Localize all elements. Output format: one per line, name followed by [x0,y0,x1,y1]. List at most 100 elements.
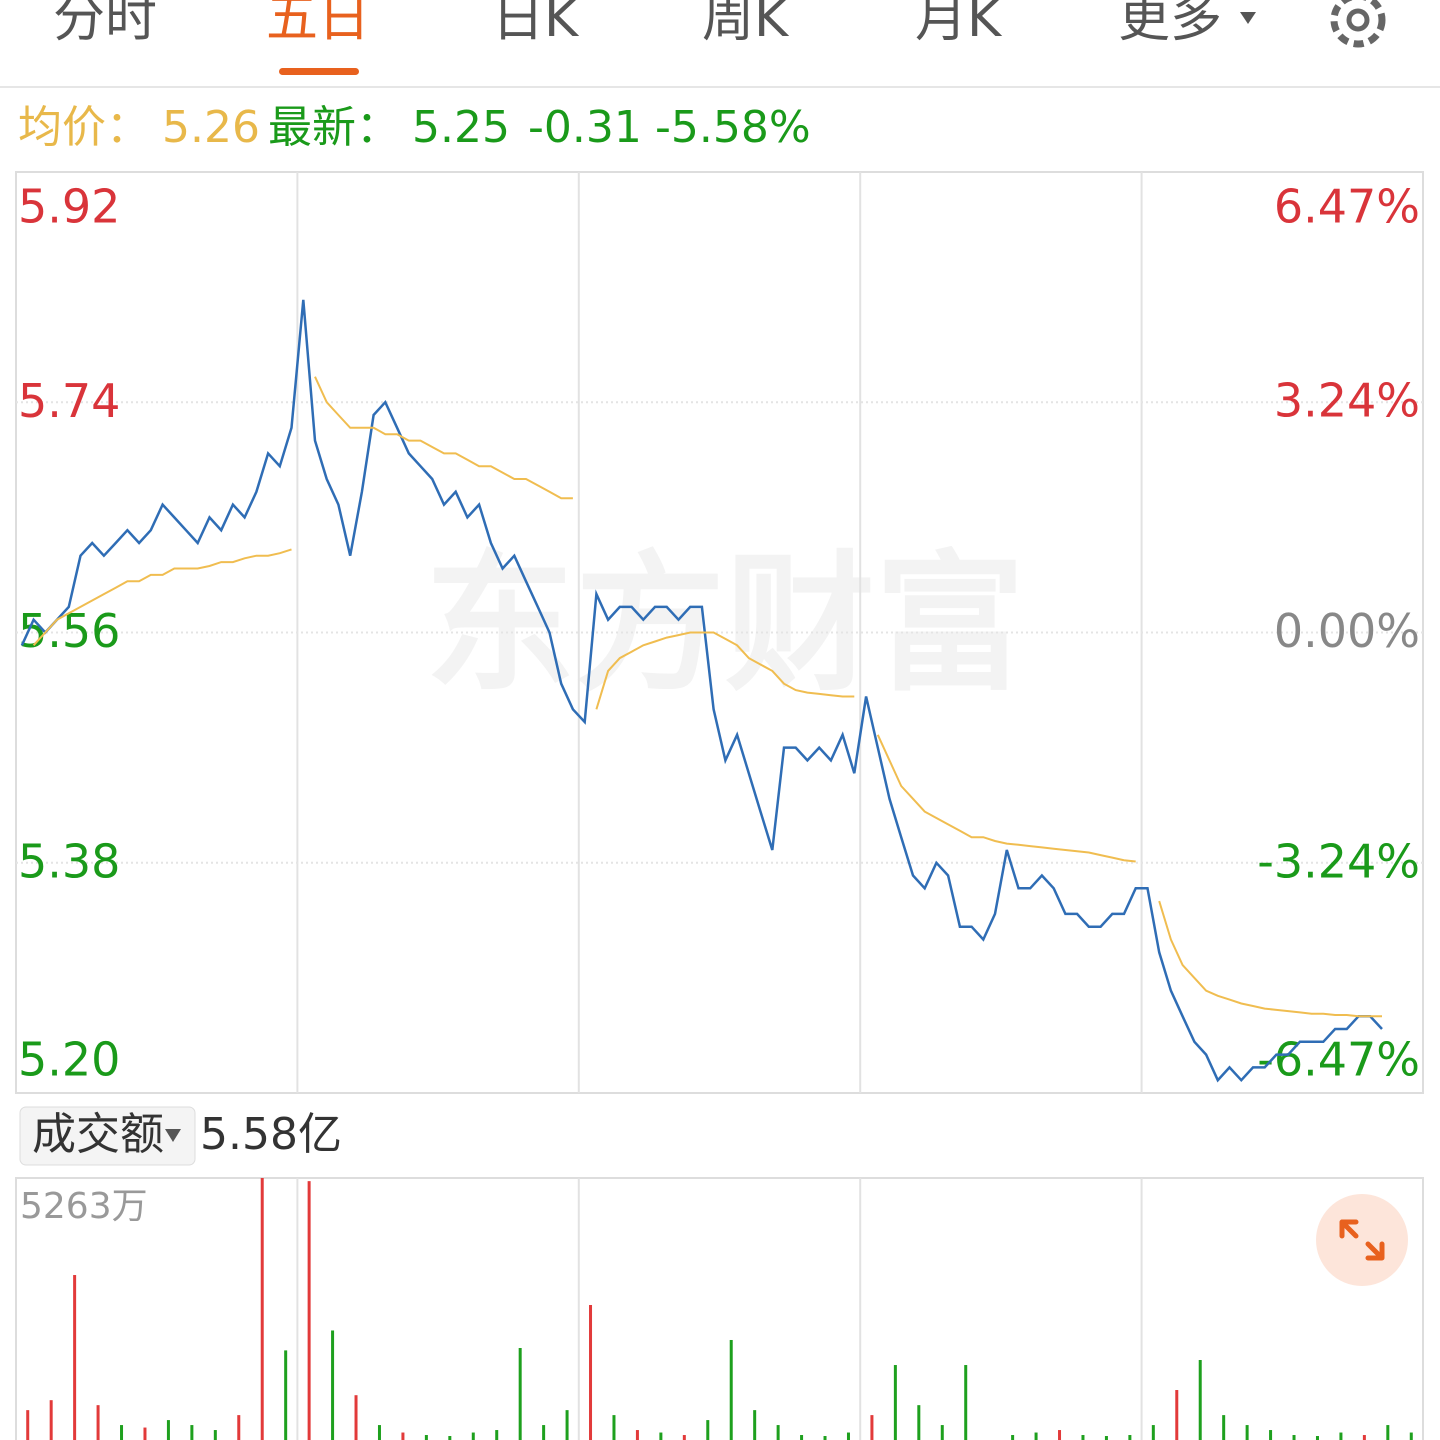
volume-bar [424,1435,428,1440]
tab[interactable]: 分时 [53,0,157,49]
volume-bar [1315,1436,1319,1440]
volume-bar [706,1420,710,1440]
volume-bar [284,1350,288,1440]
volume-bar [729,1339,733,1440]
volume-bar [1128,1435,1132,1440]
settings-icon[interactable] [1330,0,1386,48]
volume-bar [307,1181,311,1440]
volume-bar [964,1365,968,1440]
plots: 5.925.745.565.385.206.47%3.24%0.00%-3.24… [16,180,1423,1440]
volume-bar [73,1275,77,1440]
volume-bar [565,1410,569,1440]
y2-tick-label: 0.00% [1274,604,1420,658]
volume-bar [1058,1430,1062,1440]
tab-active[interactable]: 五日 [266,0,370,49]
dropdown-arrow [1240,12,1256,24]
tab[interactable]: 月K [915,0,1003,49]
average-line [32,376,1382,1018]
metric-selector[interactable] [19,1106,196,1166]
y2-tick-label: -6.47% [1257,1033,1420,1087]
volume-bar [1104,1436,1108,1440]
volume-bar [260,1178,264,1440]
change-pct: -5.58% [655,102,811,153]
y2-tick-label: 6.47% [1274,180,1420,234]
volume-bar [682,1435,686,1440]
volume-bar [823,1436,827,1440]
gear-teeth [1330,0,1386,48]
volume-bar [917,1405,921,1440]
volume-bar [354,1395,358,1440]
latest-value: 5.25 [412,102,510,153]
volume-label: 成交额 [32,1109,164,1160]
volume-bar [518,1348,522,1440]
y-tick-label: 5.20 [18,1033,120,1087]
volume-bar [589,1304,593,1440]
volume-bar [1198,1360,1202,1440]
volume-bar [448,1436,452,1440]
volume-bar [166,1420,170,1440]
y-tick-label: 5.74 [18,374,120,428]
expand-button[interactable] [1316,1194,1408,1286]
y-tick-label: 5263万 [20,1186,148,1227]
volume-bar [1034,1432,1038,1440]
volume-frame [15,1177,1424,1440]
volume-bar [1269,1430,1273,1440]
volume-bar [1409,1432,1413,1440]
expand-bg [1316,1194,1408,1286]
volume-bar [1222,1415,1226,1440]
volume-bar [1081,1435,1085,1440]
tab[interactable]: 更多 [1118,0,1222,49]
volume-bar [800,1435,804,1440]
volume-bar [331,1330,335,1440]
volume-bar [776,1425,780,1440]
volume-bar [495,1430,499,1440]
volume-bar [612,1415,616,1440]
volume-bar [401,1432,405,1440]
volume-bar [1292,1435,1296,1440]
volume-bar [1339,1432,1343,1440]
volume-bar [1151,1425,1155,1440]
avg-label: 均价： [18,102,150,153]
volume-bar [659,1432,663,1440]
volume-bar [542,1425,546,1440]
volume-bar [96,1405,100,1440]
volume-bar [1386,1425,1390,1440]
tab[interactable]: 日K [492,0,580,49]
volume-bar [1011,1435,1015,1440]
volume-bar [26,1410,30,1440]
volume-bar [120,1425,124,1440]
expand-icon [1339,1219,1385,1261]
volume-bar [1175,1390,1179,1440]
summary: 均价： 5.26 最新： 5.25 -0.31 -5.58% [18,102,811,153]
volume-bar [213,1430,217,1440]
y2-tick-label: -3.24% [1257,835,1420,889]
change: -0.31 [528,102,642,153]
volume-bar [49,1400,53,1440]
volume-bar [1362,1435,1366,1440]
volume-bar [237,1415,241,1440]
y-tick-label: 5.38 [18,834,120,888]
volume-bar [190,1425,194,1440]
volume-total: 5.58亿 [200,1109,342,1160]
latest-label: 最新： [268,102,400,153]
y2-tick-label: 3.24% [1274,373,1420,427]
volume-bar [377,1425,381,1440]
tab[interactable]: 周K [702,0,790,49]
volume-bar [753,1410,757,1440]
volume-bar [1245,1425,1249,1440]
avg-value: 5.26 [162,102,260,153]
tab-underline [279,68,359,75]
tab-bar: 分时 五日 日K 周K 月K 更多 [53,0,1222,49]
volume-bar [893,1365,897,1440]
y-tick-label: 5.92 [18,180,120,234]
gear-hub [1346,8,1370,32]
volume-bar [471,1432,475,1440]
volume-bar [870,1415,874,1440]
watermark: 东方财富 [425,538,1025,712]
price-line [20,299,1383,1083]
volume-bar [940,1425,944,1440]
volume-bar [846,1432,850,1440]
